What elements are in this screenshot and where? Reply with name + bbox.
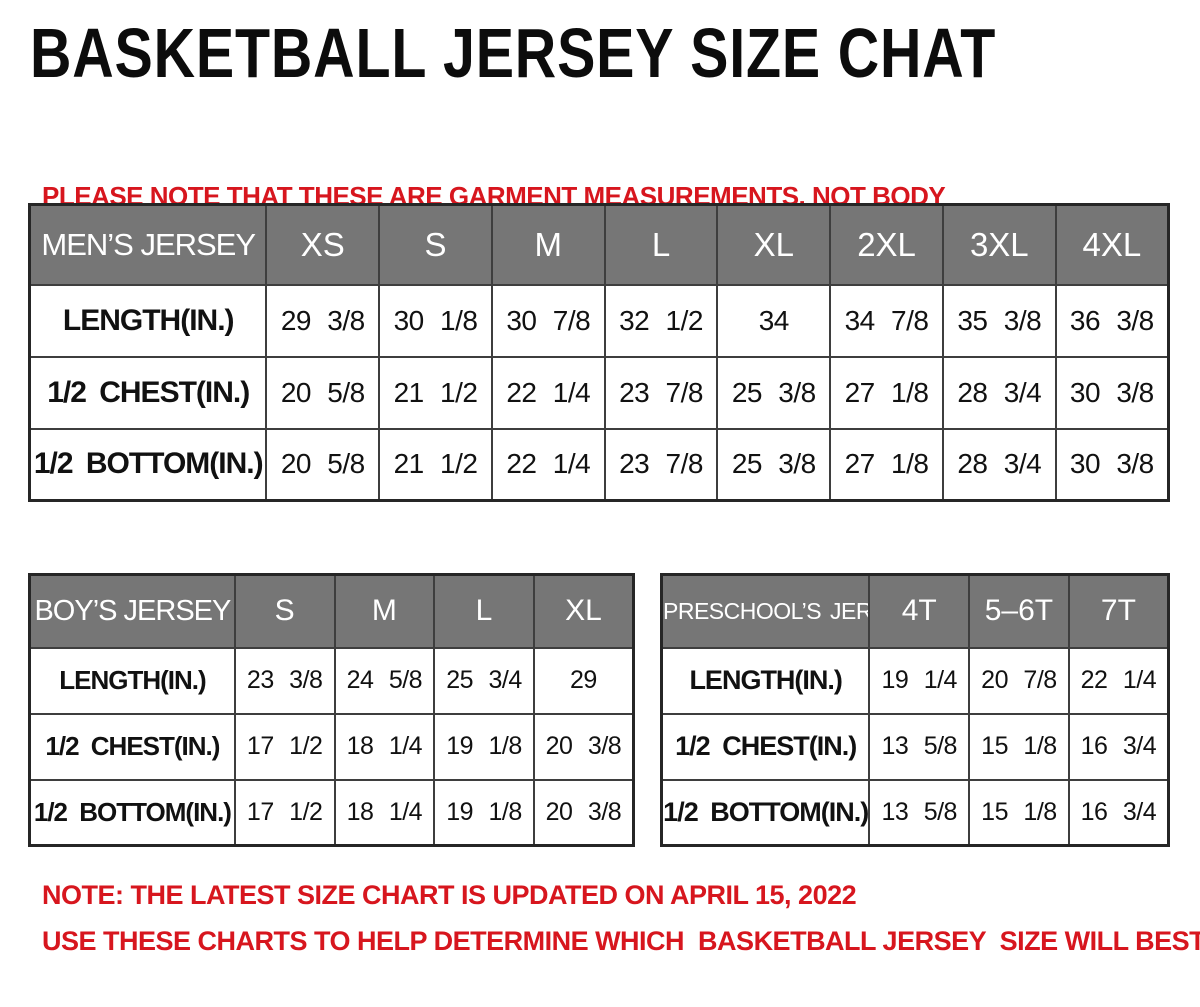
preschool-bottom-4t: 13 5/8 [868, 778, 971, 847]
mens-header-row: MEN’S JERSEY XS S M L XL 2XL 3XL 4XL [28, 203, 1170, 286]
boys-bottom-m: 18 1/4 [333, 778, 436, 847]
mens-length-xl: 34 [716, 283, 832, 358]
boys-size-header-s: S [233, 573, 336, 649]
preschool-length-7t: 22 1/4 [1067, 646, 1170, 715]
preschool-chest-7t: 16 3/4 [1067, 712, 1170, 781]
mens-chest-xs: 20 5/8 [265, 355, 381, 430]
mens-bottom-2xl: 27 1/8 [829, 427, 944, 502]
mens-size-header-2xl: 2XL [829, 203, 944, 286]
boys-size-header-l: L [433, 573, 535, 649]
mens-length-l: 32 1/2 [603, 283, 719, 358]
boys-size-header-m: M [333, 573, 436, 649]
mens-bottom-m: 22 1/4 [490, 427, 606, 502]
mens-length-m: 30 7/8 [490, 283, 606, 358]
row-label-bottom: 1/2 BOTTOM(IN.) [28, 778, 236, 847]
mens-chest-3xl: 28 3/4 [941, 355, 1057, 430]
boys-header-row: BOY’S JERSEY S M L XL [28, 573, 635, 649]
boys-bottom-s: 17 1/2 [233, 778, 336, 847]
boys-chest-row: 1/2 CHEST(IN.) 17 1/2 18 1/4 19 1/8 20 3… [28, 712, 635, 781]
boys-length-m: 24 5/8 [333, 646, 436, 715]
mens-chest-l: 23 7/8 [603, 355, 719, 430]
boys-length-l: 25 3/4 [433, 646, 535, 715]
preschool-header-row: PRESCHOOL’S JERSEY 4T 5–6T 7T [660, 573, 1170, 649]
preschool-chest-56t: 15 1/8 [968, 712, 1070, 781]
update-date-note: NOTE: THE LATEST SIZE CHART IS UPDATED O… [42, 880, 857, 910]
boys-chest-s: 17 1/2 [233, 712, 336, 781]
mens-bottom-xs: 20 5/8 [265, 427, 381, 502]
mens-table-title: MEN’S JERSEY [28, 203, 268, 286]
mens-size-header-4xl: 4XL [1054, 203, 1170, 286]
row-label-length: LENGTH(IN.) [28, 646, 236, 715]
mens-chest-xl: 25 3/8 [716, 355, 832, 430]
mens-size-header-xs: XS [265, 203, 381, 286]
boys-chest-l: 19 1/8 [433, 712, 535, 781]
boys-bottom-row: 1/2 BOTTOM(IN.) 17 1/2 18 1/4 19 1/8 20 … [28, 778, 635, 847]
boys-bottom-xl: 20 3/8 [532, 778, 635, 847]
mens-length-s: 30 1/8 [378, 283, 493, 358]
row-label-chest: 1/2 CHEST(IN.) [28, 355, 268, 430]
preschool-chest-4t: 13 5/8 [868, 712, 971, 781]
preschool-bottom-7t: 16 3/4 [1067, 778, 1170, 847]
page-title: BASKETBALL JERSEY SIZE CHAT [30, 14, 997, 92]
boys-length-row: LENGTH(IN.) 23 3/8 24 5/8 25 3/4 29 [28, 646, 635, 715]
row-label-chest: 1/2 CHEST(IN.) [660, 712, 871, 781]
boys-bottom-l: 19 1/8 [433, 778, 535, 847]
mens-length-3xl: 35 3/8 [941, 283, 1057, 358]
mens-size-header-3xl: 3XL [941, 203, 1057, 286]
preschool-size-header-4t: 4T [868, 573, 971, 649]
mens-bottom-s: 21 1/2 [378, 427, 493, 502]
boys-length-xl: 29 [532, 646, 635, 715]
preschool-length-row: LENGTH(IN.) 19 1/4 20 7/8 22 1/4 [660, 646, 1170, 715]
mens-length-xs: 29 3/8 [265, 283, 381, 358]
preschool-jersey-table: PRESCHOOL’S JERSEY 4T 5–6T 7T LENGTH(IN.… [660, 573, 1170, 847]
mens-bottom-4xl: 30 3/8 [1054, 427, 1170, 502]
mens-size-header-l: L [603, 203, 719, 286]
preschool-chest-row: 1/2 CHEST(IN.) 13 5/8 15 1/8 16 3/4 [660, 712, 1170, 781]
row-label-length: LENGTH(IN.) [28, 283, 268, 358]
mens-chest-row: 1/2 CHEST(IN.) 20 5/8 21 1/2 22 1/4 23 7… [28, 355, 1170, 430]
preschool-bottom-56t: 15 1/8 [968, 778, 1070, 847]
boys-length-s: 23 3/8 [233, 646, 336, 715]
row-label-length: LENGTH(IN.) [660, 646, 871, 715]
row-label-bottom: 1/2 BOTTOM(IN.) [660, 778, 871, 847]
preschool-length-56t: 20 7/8 [968, 646, 1070, 715]
mens-chest-s: 21 1/2 [378, 355, 493, 430]
boys-jersey-table: BOY’S JERSEY S M L XL LENGTH(IN.) 23 3/8… [28, 573, 635, 847]
boys-table-title: BOY’S JERSEY [28, 573, 236, 649]
mens-bottom-l: 23 7/8 [603, 427, 719, 502]
boys-chest-xl: 20 3/8 [532, 712, 635, 781]
mens-size-header-xl: XL [716, 203, 832, 286]
preschool-size-header-7t: 7T [1067, 573, 1170, 649]
mens-jersey-table: MEN’S JERSEY XS S M L XL 2XL 3XL 4XL LEN… [28, 203, 1170, 502]
mens-length-row: LENGTH(IN.) 29 3/8 30 1/8 30 7/8 32 1/2 … [28, 283, 1170, 358]
preschool-size-header-56t: 5–6T [968, 573, 1070, 649]
mens-size-header-m: M [490, 203, 606, 286]
mens-length-2xl: 34 7/8 [829, 283, 944, 358]
boys-chest-m: 18 1/4 [333, 712, 436, 781]
mens-bottom-row: 1/2 BOTTOM(IN.) 20 5/8 21 1/2 22 1/4 23 … [28, 427, 1170, 502]
preschool-bottom-row: 1/2 BOTTOM(IN.) 13 5/8 15 1/8 16 3/4 [660, 778, 1170, 847]
mens-chest-m: 22 1/4 [490, 355, 606, 430]
preschool-table-title: PRESCHOOL’S JERSEY [660, 573, 871, 649]
row-label-chest: 1/2 CHEST(IN.) [28, 712, 236, 781]
preschool-length-4t: 19 1/4 [868, 646, 971, 715]
mens-length-4xl: 36 3/8 [1054, 283, 1170, 358]
mens-size-header-s: S [378, 203, 493, 286]
boys-size-header-xl: XL [532, 573, 635, 649]
mens-bottom-xl: 25 3/8 [716, 427, 832, 502]
mens-bottom-3xl: 28 3/4 [941, 427, 1057, 502]
usage-note: USE THESE CHARTS TO HELP DETERMINE WHICH… [42, 926, 1200, 956]
mens-chest-4xl: 30 3/8 [1054, 355, 1170, 430]
mens-chest-2xl: 27 1/8 [829, 355, 944, 430]
row-label-bottom: 1/2 BOTTOM(IN.) [28, 427, 268, 502]
